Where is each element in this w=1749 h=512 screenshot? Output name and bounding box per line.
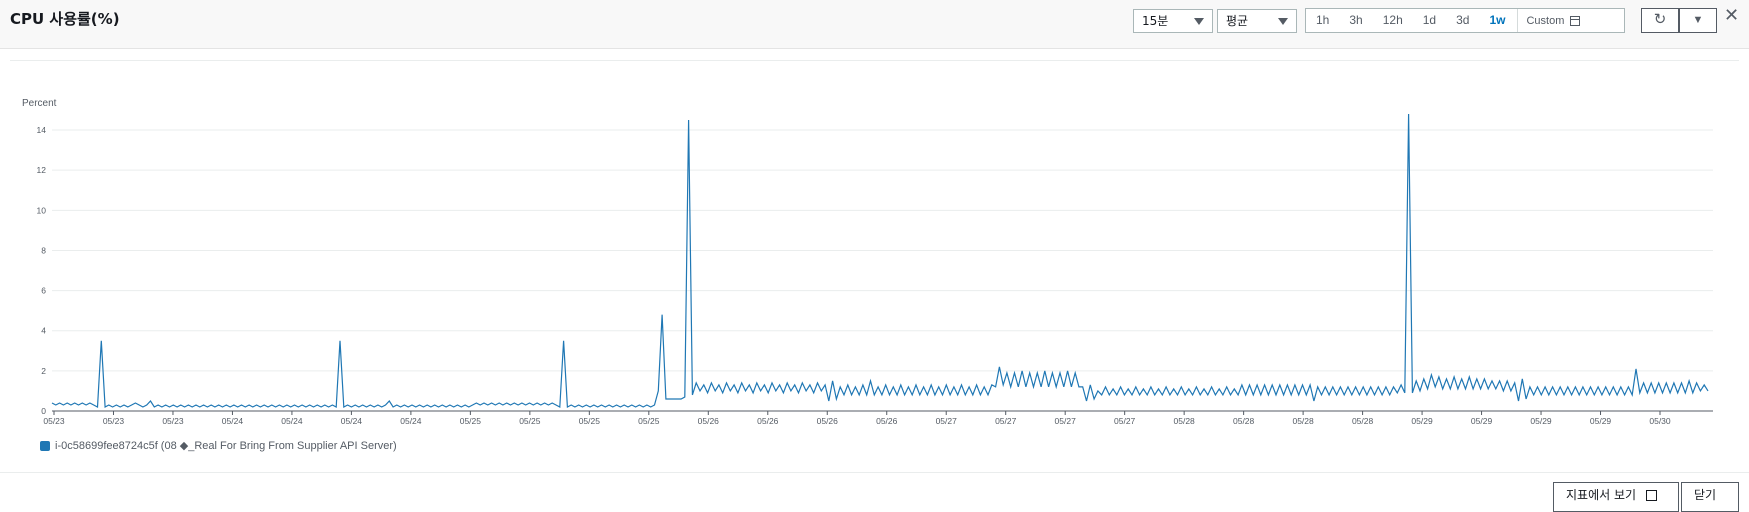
x-tick-label: 05/24: [341, 416, 363, 426]
x-tick-label: 05/26: [698, 416, 720, 426]
chevron-down-icon: [1278, 18, 1288, 25]
y-tick-label: 12: [37, 165, 47, 175]
grid-lines: [52, 129, 1713, 412]
x-tick-label: 05/27: [1055, 416, 1077, 426]
range-1d[interactable]: 1d: [1422, 13, 1437, 27]
x-tick-label: 05/25: [460, 416, 482, 426]
x-tick-label: 05/25: [519, 416, 541, 426]
statistic-select-value: 평균: [1226, 14, 1249, 28]
x-tick-label: 05/24: [222, 416, 244, 426]
caret-down-icon: ▼: [1692, 14, 1704, 26]
range-3h[interactable]: 3h: [1349, 13, 1363, 27]
time-range-selector: 1h 3h 12h 1d 3d 1w Custom: [1305, 8, 1625, 33]
x-tick-label: 05/29: [1530, 416, 1552, 426]
x-tick-label: 05/29: [1411, 416, 1433, 426]
x-tick-label: 05/24: [400, 416, 422, 426]
y-tick-label: 4: [41, 326, 46, 336]
x-tick-label: 05/28: [1292, 416, 1314, 426]
period-select[interactable]: 15분: [1133, 9, 1213, 33]
y-tick-label: 10: [37, 205, 47, 215]
cpu-line-chart: Percent 0 2 4 6 8 10 12 14 05/23 05/23 05/23 05/24…: [22, 98, 1713, 426]
x-tick-label: 05/23: [103, 416, 125, 426]
statistic-select[interactable]: 평균: [1217, 9, 1297, 33]
refresh-options-button[interactable]: ▼: [1679, 8, 1717, 33]
x-tick-label: 05/23: [43, 416, 65, 426]
y-tick-label: 14: [37, 125, 47, 135]
range-3d[interactable]: 3d: [1456, 13, 1470, 27]
x-tick-label: 05/29: [1471, 416, 1493, 426]
range-1w[interactable]: 1w: [1489, 13, 1506, 27]
y-tick-label: 8: [41, 245, 46, 255]
x-tick-label: 05/30: [1649, 416, 1671, 426]
x-tick-label: 05/26: [876, 416, 898, 426]
x-tick-label: 05/28: [1174, 416, 1196, 426]
x-tick-label: 05/23: [162, 416, 184, 426]
x-tick-label: 05/27: [1114, 416, 1136, 426]
metric-title: CPU 사용률(%): [10, 10, 120, 28]
dialog-header: CPU 사용률(%) 15분 평균 1h 3h 12h 1d 3d 1w Cus…: [0, 0, 1749, 49]
calendar-icon: [1570, 15, 1581, 26]
y-ticks: 0 2 4 6 8 10 12 14: [37, 125, 47, 416]
x-tick-label: 05/28: [1352, 416, 1374, 426]
x-tick-label: 05/26: [757, 416, 779, 426]
chevron-down-icon: [1194, 18, 1204, 25]
close-button-label: 닫기: [1694, 488, 1717, 502]
footer-divider: [0, 472, 1749, 473]
x-tick-label: 05/29: [1590, 416, 1612, 426]
divider: [10, 60, 1739, 61]
range-custom[interactable]: Custom: [1518, 14, 1581, 27]
legend-label: i-0c58699fee8724c5f (08 ◆_Real For Bring…: [55, 440, 397, 452]
x-ticks: 05/23 05/23 05/23 05/24 05/24 05/24 05/24 05/25…: [43, 411, 1671, 426]
y-tick-label: 6: [41, 286, 46, 296]
x-tick-label: 05/27: [995, 416, 1017, 426]
y-tick-label: 0: [41, 406, 46, 416]
range-1h[interactable]: 1h: [1316, 13, 1330, 27]
x-tick-label: 05/25: [638, 416, 660, 426]
range-divider: [1517, 9, 1519, 32]
close-icon[interactable]: ✕: [1724, 5, 1740, 25]
range-12h[interactable]: 12h: [1382, 13, 1403, 27]
y-tick-label: 2: [41, 366, 46, 376]
series-line: [51, 113, 1709, 408]
range-custom-label: Custom: [1526, 14, 1565, 27]
view-in-metrics-label: 지표에서 보기: [1566, 488, 1637, 502]
legend-swatch: [40, 440, 50, 451]
close-button[interactable]: 닫기: [1681, 482, 1739, 512]
x-tick-label: 05/25: [579, 416, 601, 426]
x-tick-label: 05/28: [1233, 416, 1255, 426]
x-tick-label: 05/26: [817, 416, 839, 426]
refresh-icon: ↻: [1653, 11, 1667, 28]
external-link-icon: [1645, 490, 1657, 501]
x-tick-label: 05/24: [281, 416, 303, 426]
period-select-value: 15분: [1142, 14, 1169, 28]
view-in-metrics-button[interactable]: 지표에서 보기: [1553, 482, 1679, 512]
y-axis-label: Percent: [22, 98, 57, 109]
x-tick-label: 05/27: [936, 416, 958, 426]
chart-legend[interactable]: i-0c58699fee8724c5f (08 ◆_Real For Bring…: [40, 439, 397, 452]
refresh-button[interactable]: ↻: [1641, 8, 1679, 33]
